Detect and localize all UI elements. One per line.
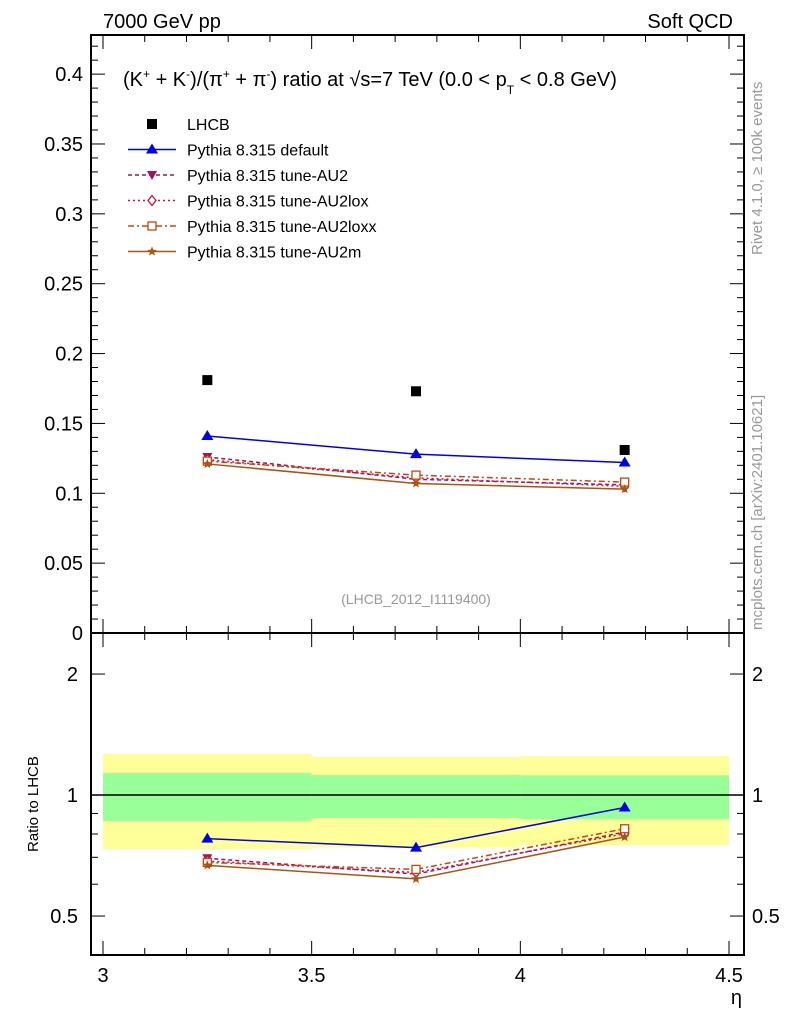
series-point-3 [411,470,421,480]
ratio-point-4 [411,873,421,883]
y-tick-label: 0.05 [44,553,83,575]
ratio-tick-label-right: 2 [752,664,763,686]
ratio-point-4 [202,860,213,870]
x-tick-label: 3 [97,965,108,987]
legend-label-2: Pythia 8.315 tune-AU2 [187,168,348,185]
chart-title: (K+ + K-)/(π+ + π-) ratio at √s=7 TeV (0… [123,67,617,97]
legend-label-0: LHCB [187,117,230,134]
series-point-0 [410,448,422,459]
legend-marker-5 [147,246,157,256]
y-tick-label: 0.3 [55,204,83,226]
series-point-0 [618,456,631,467]
y-tick-label: 0.15 [44,413,83,435]
ratio-tick-label: 0.5 [50,906,78,928]
mcplots-label: mcplots.cern.ch [arXiv:2401.10621] [749,395,766,630]
legend-label-3: Pythia 8.315 tune-AU2lox [187,194,368,211]
ratio-point-3 [620,824,630,834]
data-point [202,375,213,386]
ratio-point-0 [410,841,422,852]
legend-label-1: Pythia 8.315 default [187,143,329,160]
legend-marker-0 [147,119,157,129]
y-tick-label: 0.2 [55,344,83,366]
y-tick-label: 0.35 [44,134,83,156]
legend-marker-3 [147,194,157,207]
data-point [411,386,421,397]
x-tick-label: 3.5 [298,965,326,987]
ratio-point-3 [411,864,421,875]
y-tick-label: 0.25 [44,274,83,296]
x-tick-label: 4.5 [715,965,743,987]
ratio-band-stat [520,775,729,820]
data-point [619,444,630,455]
legend-marker-1 [146,143,158,154]
y-tick-label: 0 [72,623,83,645]
ratio-point-0 [201,832,214,843]
ratio-tick-label: 2 [67,664,78,686]
y-tick-label: 0.1 [55,483,83,505]
x-axis-label: η [731,987,742,1009]
series-point-4 [411,478,421,488]
header-right: Soft QCD [647,11,733,33]
analysis-id: (LHCB_2012_I1119400) [341,591,491,607]
legend-marker-2 [147,171,157,180]
ratio-line-3 [207,828,625,871]
x-tick-label: 4 [515,965,526,987]
ratio-frame [90,632,745,956]
rivet-label: Rivet 4.1.0, ≥ 100k events [749,82,766,255]
legend-label-4: Pythia 8.315 tune-AU2loxx [187,219,376,236]
ratio-band-stat [103,773,312,821]
y-tick-label: 0.4 [55,64,83,86]
ratio-point-4 [619,832,630,842]
ratio-band-stat [311,775,521,818]
legend-marker-4 [147,221,157,231]
series-point-4 [202,458,213,468]
ratio-tick-label: 1 [67,785,78,807]
header-left: 7000 GeV pp [103,11,221,33]
ratio-tick-label-right: 1 [752,785,763,807]
ratio-ylabel: Ratio to LHCB [25,756,42,852]
series-point-4 [619,484,630,494]
ratio-tick-label-right: 0.5 [752,906,780,928]
ratio-point-0 [618,801,631,812]
legend-label-5: Pythia 8.315 tune-AU2m [187,245,361,262]
series-point-0 [201,429,214,440]
ratio-line-2 [207,832,625,874]
